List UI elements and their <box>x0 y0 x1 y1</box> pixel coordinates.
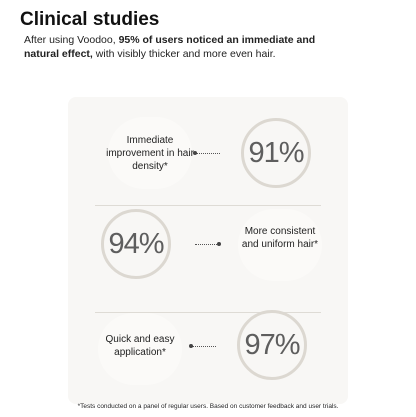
connector-dot <box>217 242 221 246</box>
divider <box>95 312 321 313</box>
stats-card: Immediate improvement in hair density* 9… <box>68 97 348 404</box>
section-title: Clinical studies <box>20 9 160 30</box>
stat-row: Immediate improvement in hair density* 9… <box>68 102 348 204</box>
label-bubble <box>238 209 322 281</box>
intro-highlight: 95% of users noticed an immediate and na… <box>24 34 316 60</box>
stat-label: Immediate improvement in hair density* <box>106 135 194 172</box>
footnote: *Tests conducted on a panel of regular u… <box>77 403 339 410</box>
stat-value: 94% <box>101 209 171 279</box>
connector <box>196 153 220 154</box>
connector <box>195 244 219 245</box>
intro-text: After using Voodoo, 95% of users noticed… <box>24 33 324 61</box>
stat-value: 97% <box>237 310 307 380</box>
stat-row: 94% More consistent and uniform hair* <box>68 207 348 309</box>
stat-value: 91% <box>241 118 311 188</box>
stat-row: Quick and easy application* 97% <box>68 310 348 412</box>
label-bubble <box>108 117 192 189</box>
divider <box>95 205 321 206</box>
intro-end: with visibly thicker and more even hair. <box>92 48 276 60</box>
stat-label: Quick and easy application* <box>105 334 175 358</box>
stat-label: More consistent and uniform hair* <box>241 226 319 250</box>
label-bubble <box>98 313 182 385</box>
connector <box>192 346 216 347</box>
connector-dot <box>189 344 193 348</box>
connector-dot <box>193 151 197 155</box>
intro-start: After using Voodoo, <box>24 34 119 46</box>
